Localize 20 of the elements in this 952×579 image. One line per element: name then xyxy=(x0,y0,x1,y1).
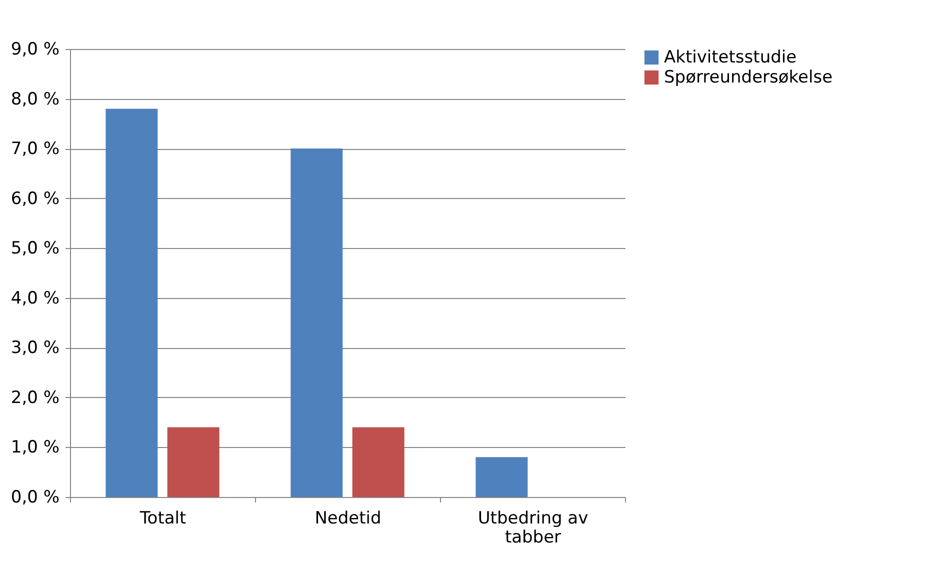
bar xyxy=(167,427,220,497)
y-tick-label: 1,0 % xyxy=(10,438,60,458)
x-tick-label: Utbedring av tabber xyxy=(478,508,588,548)
y-tick-label: 7,0 % xyxy=(10,139,60,160)
y-tick-label: 5,0 % xyxy=(10,238,60,259)
bar xyxy=(352,427,404,497)
y-tick-label: 6,0 % xyxy=(10,188,60,209)
x-tick-label: Nedetid xyxy=(314,508,382,528)
legend-label: Spørreundersøkelse xyxy=(664,68,833,88)
y-tick-label: 8,0 % xyxy=(10,89,60,110)
y-tick-label: 0,0 % xyxy=(10,488,60,508)
legend-label: Aktivitetsstudie xyxy=(664,48,797,68)
bar xyxy=(106,108,158,497)
y-tick-label: 2,0 % xyxy=(10,388,60,408)
bar xyxy=(290,148,343,497)
y-tick-label: 3,0 % xyxy=(10,338,60,358)
bar xyxy=(476,457,528,497)
x-tick-label: Totalt xyxy=(138,508,187,528)
y-tick-label: 9,0 % xyxy=(10,40,60,60)
y-tick-label: 4,0 % xyxy=(10,288,60,308)
